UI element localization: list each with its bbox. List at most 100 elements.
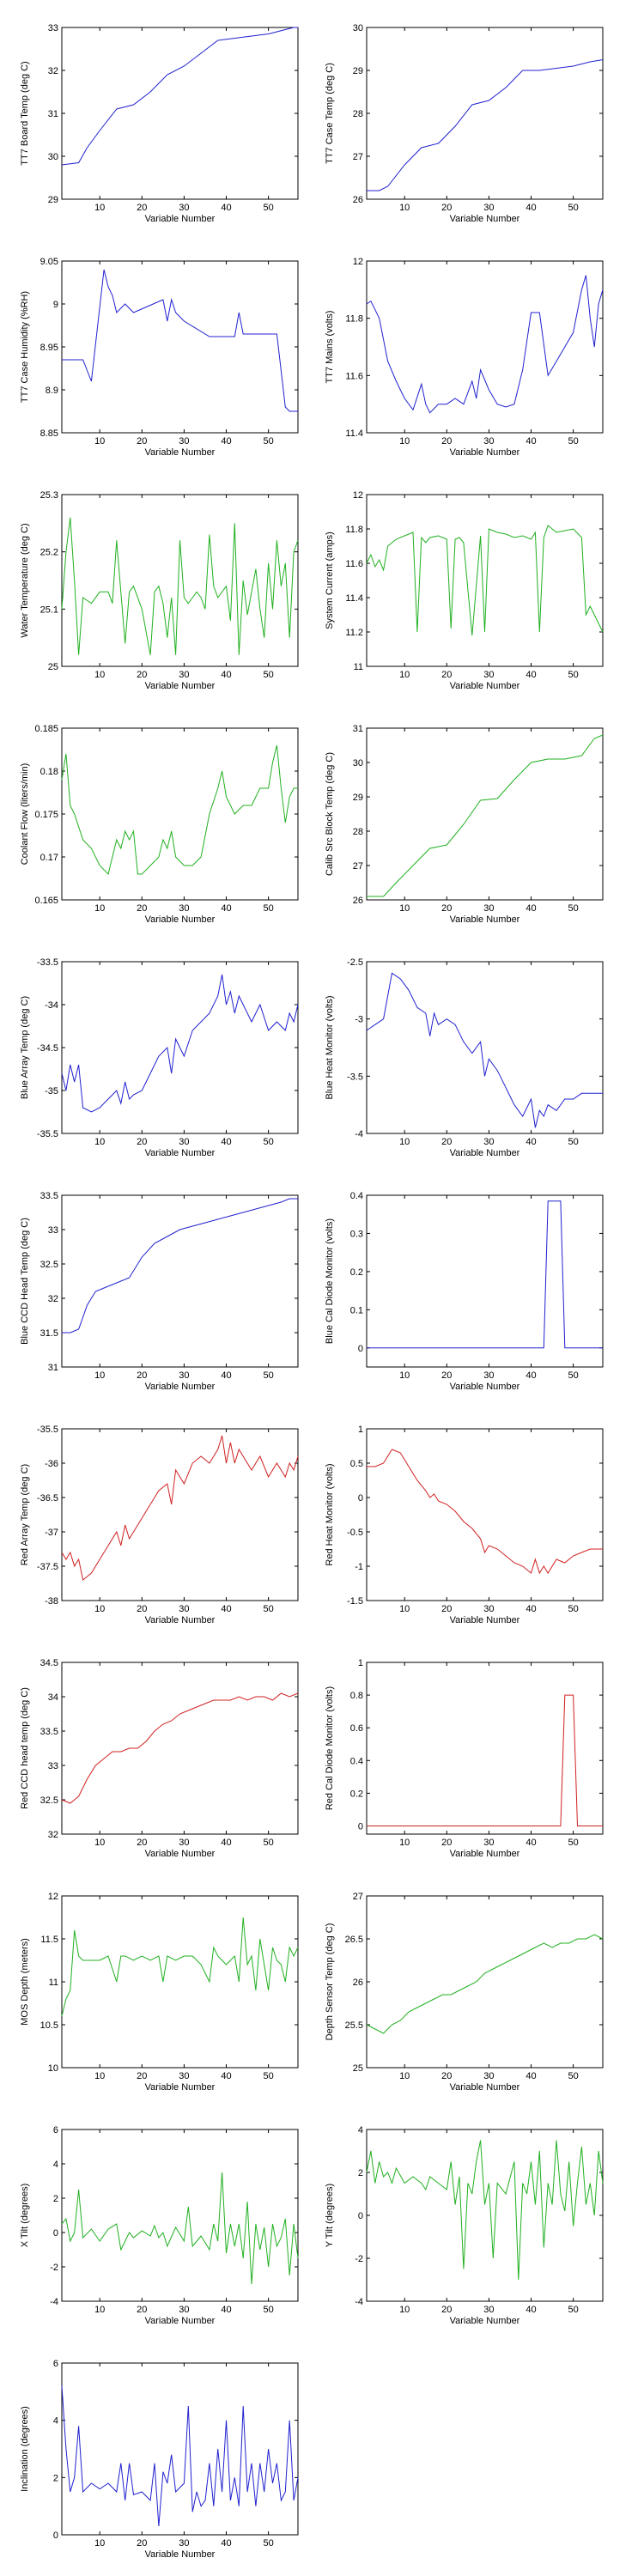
y-tick-label: 11.6 [345,371,363,381]
x-tick-label: 40 [526,1838,536,1848]
x-axis-label: Variable Number [145,1148,216,1158]
y-axis-label: System Current (amps) [325,532,335,629]
y-tick-label: 11.4 [345,593,363,604]
y-tick-label: 26.5 [345,1935,363,1945]
y-axis-label: Red Cal Diode Monitor (volts) [325,1686,335,1810]
x-tick-label: 50 [568,670,579,680]
chart-21: 10 20 30 40 50 0 2 4 6 Variable Number Inclination… [20,2359,299,2560]
x-axis-label: Variable Number [145,1382,216,1392]
x-tick-label: 30 [483,436,494,447]
x-axis-label: Variable Number [450,1382,520,1392]
y-tick-label: 33.5 [40,1191,58,1201]
y-tick-label: 12 [353,490,363,501]
x-tick-label: 30 [179,1604,189,1614]
x-axis-label: Variable Number [450,914,520,925]
y-tick-label: 0 [358,1344,363,1354]
y-tick-label: 0 [358,2211,363,2221]
plot-frame [61,260,299,434]
y-tick-label: 32 [48,1830,58,1840]
x-tick-label: 20 [441,903,452,914]
y-tick-label: 12 [48,1892,58,1902]
x-tick-label: 10 [94,2305,105,2315]
x-axis-label: Variable Number [145,447,216,458]
x-tick-label: 10 [94,1137,105,1147]
x-tick-label: 30 [179,1370,189,1381]
y-tick-label: 2 [53,2194,58,2204]
y-tick-label: 11.4 [345,428,363,439]
x-tick-label: 50 [264,2538,274,2549]
x-axis-label: Variable Number [450,681,520,691]
y-tick-label: 29 [353,793,363,803]
x-tick-label: 20 [137,2071,147,2081]
y-tick-label: -38 [45,1596,58,1607]
x-tick-label: 10 [94,436,105,447]
x-tick-label: 20 [137,436,147,447]
y-tick-label: 8.9 [46,386,58,396]
x-tick-label: 40 [221,903,231,914]
y-tick-label: 0.4 [350,1756,363,1766]
series-line [367,734,604,897]
y-tick-label: -4 [50,2297,58,2307]
plot-frame [366,1428,604,1601]
y-axis-label: TT7 Board Temp (deg C) [20,61,30,165]
y-tick-label: 0.175 [34,810,58,820]
x-tick-label: 20 [137,203,147,213]
y-tick-label: 0.17 [40,853,58,863]
y-axis-label: Calib Src Block Temp (deg C) [325,752,335,876]
x-axis-label: Variable Number [450,2316,520,2326]
y-tick-label: 4 [53,2160,58,2170]
x-tick-label: 30 [483,1137,494,1147]
y-tick-label: 26 [353,1978,363,1988]
series-line [61,1435,299,1581]
x-tick-label: 10 [94,2071,105,2081]
chart-3: 10 20 30 40 50 8.85 8.9 8.95 9 9.05 Variable Numbe… [20,257,299,458]
x-tick-label: 30 [483,670,494,680]
x-tick-label: 20 [441,1370,452,1381]
y-tick-label: 31.5 [40,1328,58,1339]
chart-9: 10 20 30 40 50 -35.5 -35 -34.5 -34 -33.5 Variable … [20,957,299,1158]
y-tick-label: 32 [48,66,58,76]
x-tick-label: 20 [441,2305,452,2315]
y-tick-label: 33 [48,23,58,33]
series-line [366,2140,604,2281]
x-tick-label: 40 [526,436,536,447]
y-axis-label: Blue CCD Head Temp (deg C) [20,1218,30,1345]
y-tick-label: 11.2 [345,628,363,638]
series-line [62,269,298,412]
y-tick-label: 31 [48,1363,58,1373]
y-tick-label: 33 [48,1225,58,1236]
y-tick-label: 2 [53,2473,58,2483]
x-tick-label: 40 [221,1838,231,1848]
x-tick-label: 20 [137,1370,147,1381]
x-tick-label: 10 [94,1604,105,1614]
series-line [367,59,604,191]
x-tick-label: 30 [179,203,189,213]
series-line [61,744,298,875]
x-tick-label: 40 [221,2071,231,2081]
x-axis-label: Variable Number [145,1615,216,1625]
series-line [61,2385,299,2527]
y-axis-label: Red Heat Monitor (volts) [325,1463,335,1565]
series-line [366,972,603,1128]
x-tick-label: 40 [526,1604,536,1614]
x-tick-label: 30 [179,670,189,680]
plot-frame [366,1895,604,2069]
chart-7: 10 20 30 40 50 0.165 0.17 0.175 0.18 0.185 Variabl… [20,724,299,925]
x-tick-label: 50 [568,903,579,914]
x-tick-label: 40 [221,1370,231,1381]
x-tick-label: 10 [399,1137,410,1147]
x-tick-label: 40 [221,2538,231,2549]
y-tick-label: 6 [53,2359,58,2369]
y-axis-label: Red Array Temp (deg C) [20,1464,30,1565]
y-tick-label: 8.95 [40,343,58,353]
y-tick-label: 30 [353,758,363,769]
x-tick-label: 20 [137,1137,147,1147]
y-tick-label: 1 [358,1658,363,1668]
y-axis-label: Water Temperature (deg C) [20,523,30,637]
y-axis-label: Blue Heat Monitor (volts) [325,995,335,1099]
x-tick-label: 40 [526,1137,536,1147]
x-tick-label: 30 [179,903,189,914]
y-tick-label: 25 [48,662,58,672]
y-tick-label: 30 [353,23,363,33]
